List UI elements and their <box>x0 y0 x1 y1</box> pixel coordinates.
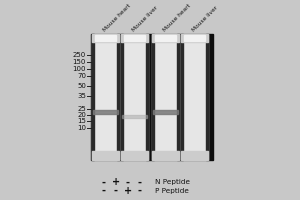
Bar <box>181 34 208 42</box>
Text: -: - <box>102 177 106 187</box>
Bar <box>181 34 183 160</box>
Text: 70: 70 <box>77 73 86 79</box>
Text: -: - <box>102 186 106 196</box>
Text: 20: 20 <box>77 112 86 118</box>
Bar <box>92 34 94 160</box>
Bar <box>146 34 148 160</box>
Text: -: - <box>114 186 118 196</box>
Bar <box>152 34 154 160</box>
Bar <box>91 34 213 160</box>
Text: +: + <box>112 177 120 187</box>
Bar <box>181 151 208 160</box>
Text: Mouse heart: Mouse heart <box>102 3 132 33</box>
Bar <box>152 34 179 160</box>
Bar <box>92 34 119 42</box>
Text: 35: 35 <box>77 93 86 99</box>
Text: -: - <box>138 186 142 196</box>
Text: Mouse liver: Mouse liver <box>131 5 159 33</box>
Bar <box>121 151 148 160</box>
Bar <box>152 34 179 42</box>
Bar <box>95 35 116 41</box>
Bar <box>93 110 118 114</box>
Text: Mouse liver: Mouse liver <box>191 5 219 33</box>
Bar <box>92 151 119 160</box>
Text: 25: 25 <box>77 106 86 112</box>
Bar <box>92 34 119 160</box>
Text: 250: 250 <box>73 52 86 58</box>
Text: P Peptide: P Peptide <box>155 188 189 194</box>
Bar <box>121 34 123 160</box>
Bar <box>124 35 145 41</box>
Bar <box>121 34 148 160</box>
Text: N Peptide: N Peptide <box>155 179 190 185</box>
Text: 15: 15 <box>77 118 86 124</box>
Bar <box>153 110 178 114</box>
Text: 100: 100 <box>73 66 86 72</box>
Text: Mouse heart: Mouse heart <box>162 3 192 33</box>
Bar <box>206 34 208 160</box>
Text: -: - <box>138 177 142 187</box>
Text: -: - <box>126 177 130 187</box>
Bar <box>181 34 208 160</box>
Bar <box>184 35 205 41</box>
Bar <box>121 34 148 42</box>
Bar <box>177 34 179 160</box>
Bar <box>122 115 147 118</box>
Text: +: + <box>124 186 132 196</box>
Bar <box>155 35 176 41</box>
Text: 10: 10 <box>77 125 86 131</box>
Bar <box>117 34 119 160</box>
Text: 150: 150 <box>73 59 86 65</box>
Bar <box>152 151 179 160</box>
Text: 50: 50 <box>77 83 86 89</box>
